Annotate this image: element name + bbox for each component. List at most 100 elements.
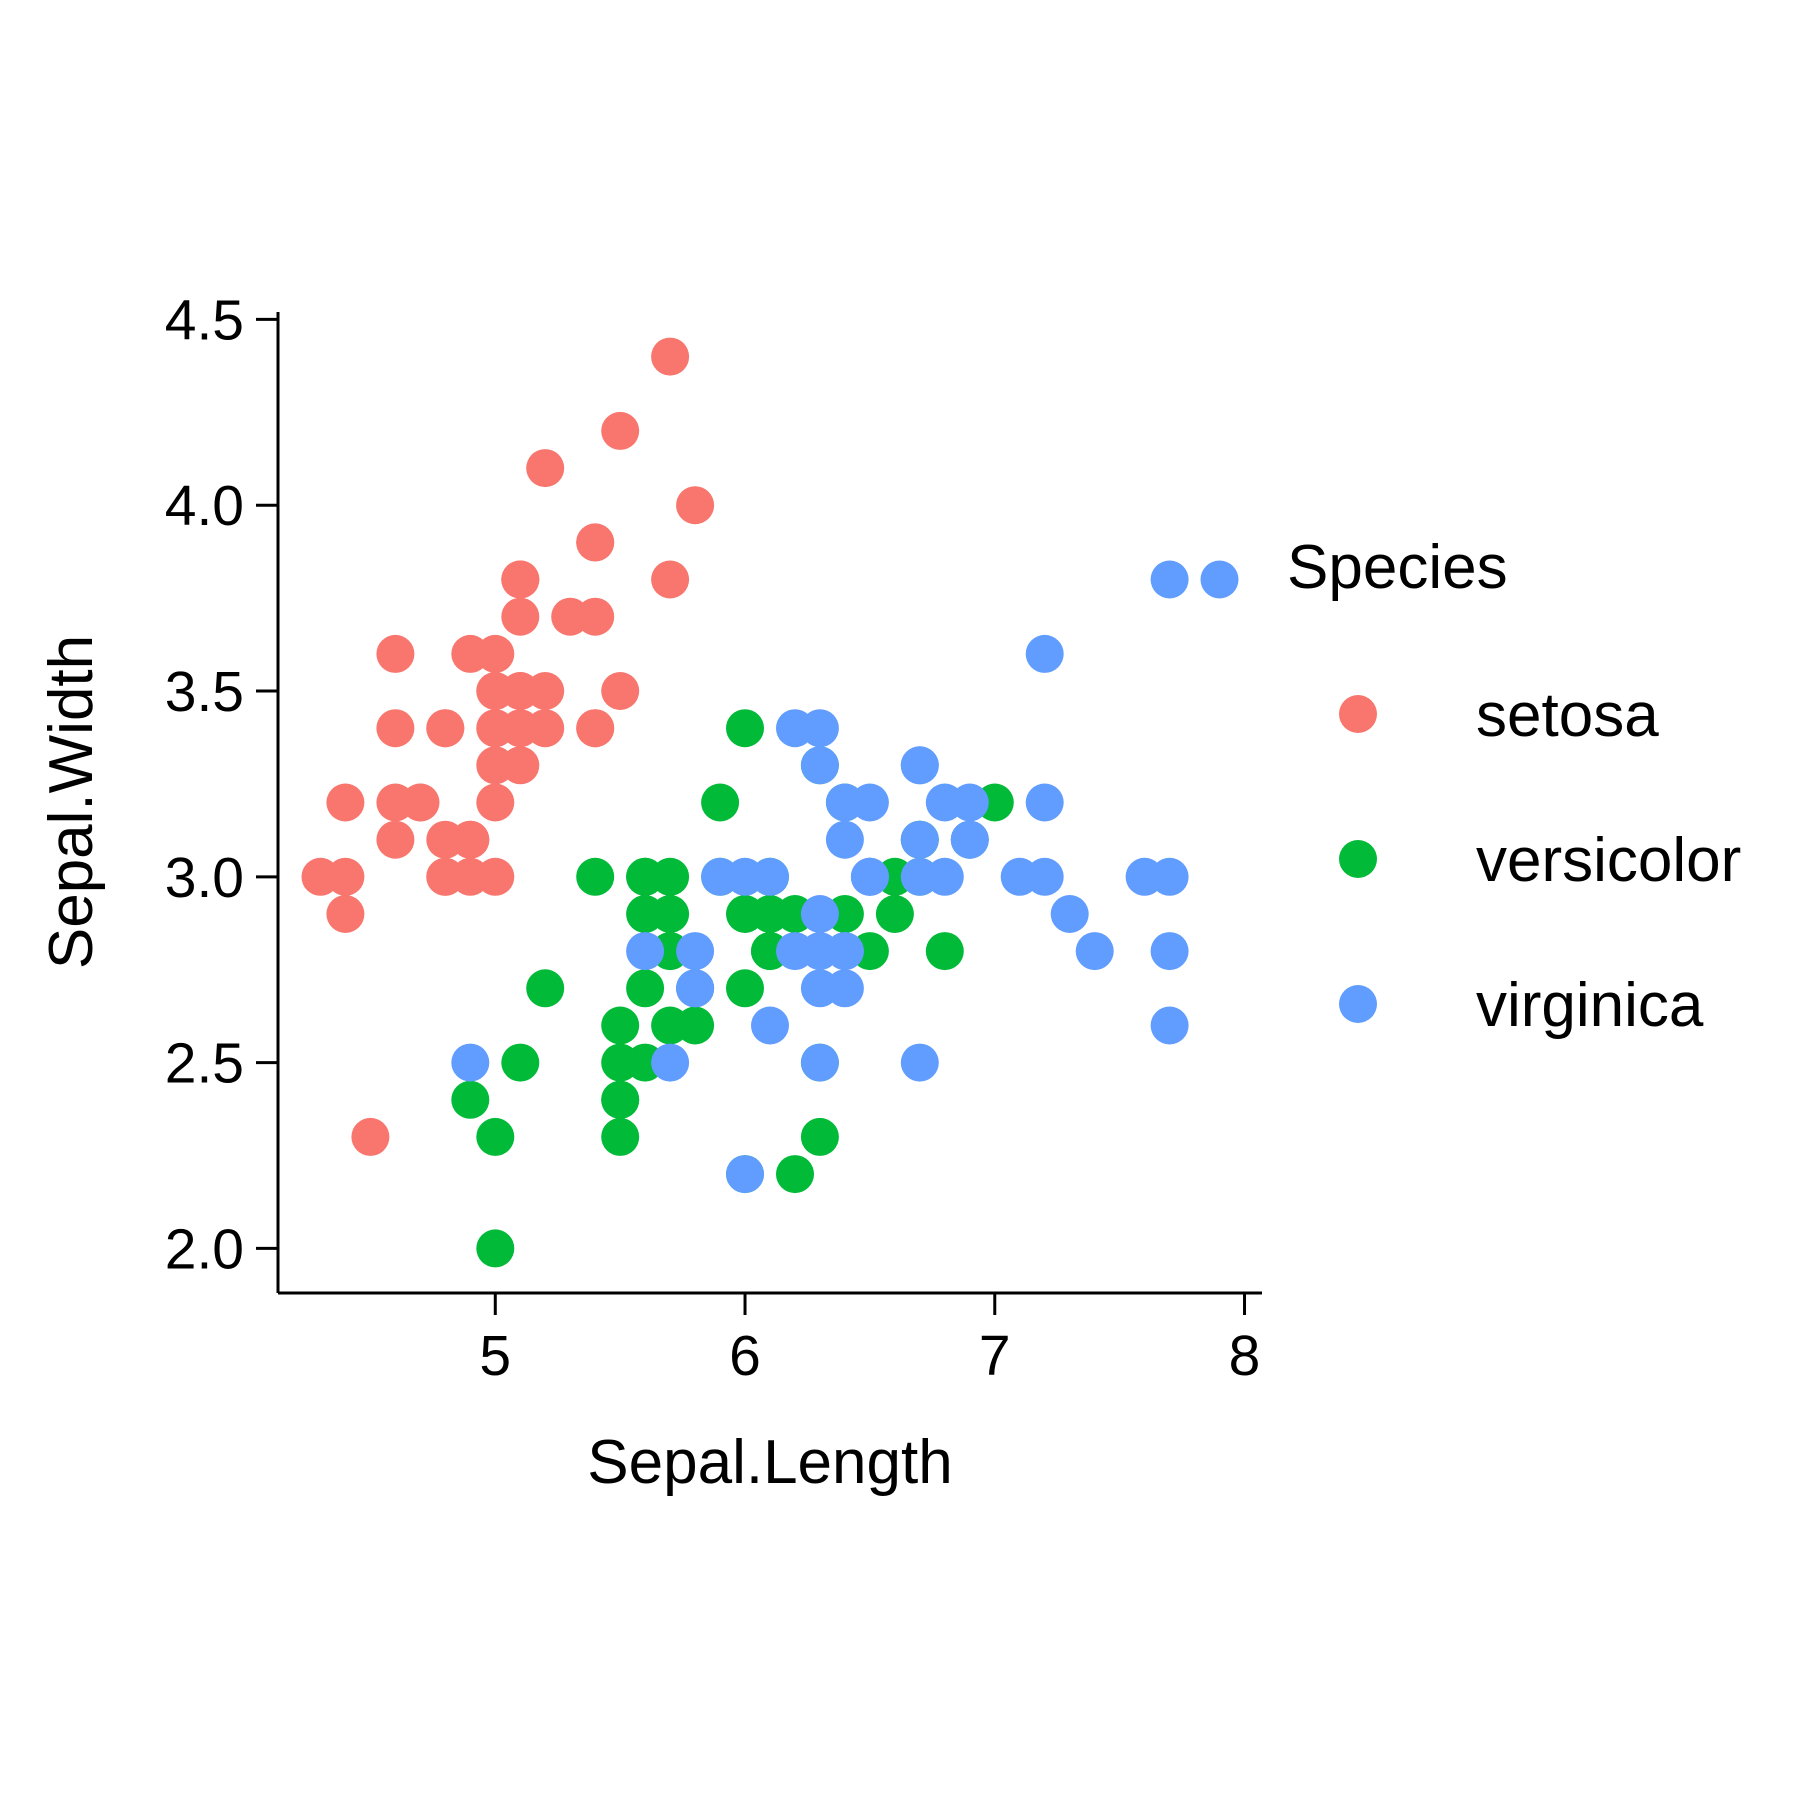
y-tick-label: 2.5 [165, 1032, 244, 1096]
point-setosa-34 [451, 820, 490, 859]
x-tick-label: 7 [979, 1324, 1011, 1388]
point-virginica-49 [701, 857, 740, 896]
point-versicolor-8 [875, 895, 914, 933]
point-virginica-23 [800, 969, 839, 1008]
y-tick-label: 4.5 [165, 288, 244, 352]
point-versicolor-10 [476, 1229, 515, 1268]
point-setosa-41 [351, 1117, 390, 1156]
legend-label-setosa: setosa [1476, 681, 1659, 750]
point-setosa-33 [601, 411, 640, 450]
y-axis-ticks: 2.0 2.5 3.0 3.5 4.0 4.5 [165, 288, 278, 1281]
point-virginica-37 [825, 820, 864, 859]
point-virginica-40 [900, 820, 939, 859]
point-setosa-15 [651, 337, 690, 376]
point-versicolor-18 [776, 1155, 814, 1194]
point-virginica-21 [626, 932, 665, 971]
point-versicolor-7 [451, 1080, 490, 1119]
point-versicolor-35 [726, 709, 764, 748]
point-versicolor-20 [701, 783, 740, 822]
y-tick-label: 3.0 [165, 846, 244, 910]
point-virginica-34 [751, 1006, 789, 1045]
point-virginica-15 [825, 783, 864, 822]
point-setosa-6 [376, 709, 415, 748]
point-virginica-29 [1025, 857, 1064, 896]
legend-label-versicolor: versicolor [1476, 826, 1741, 895]
point-versicolor-48 [501, 1043, 540, 1082]
point-setosa-27 [526, 672, 565, 710]
point-setosa-45 [426, 857, 465, 896]
point-setosa-48 [551, 597, 590, 636]
legend-marker-versicolor [1339, 840, 1377, 878]
point-setosa-22 [376, 634, 415, 673]
point-versicolor-43 [476, 1117, 515, 1156]
point-virginica-45 [900, 857, 939, 896]
point-setosa-46 [501, 560, 540, 599]
point-versicolor-3 [601, 1117, 640, 1156]
point-setosa-39 [501, 709, 540, 748]
legend: Species setosa versicolor virginica [1287, 533, 1741, 1040]
point-virginica-0 [800, 746, 839, 785]
y-tick-label: 2.0 [165, 1217, 244, 1281]
point-setosa-36 [601, 672, 640, 710]
point-setosa-32 [526, 449, 565, 488]
point-virginica-18 [1150, 1006, 1189, 1045]
point-versicolor-33 [726, 969, 764, 1008]
point-virginica-6 [451, 1043, 490, 1082]
point-virginica-41 [950, 820, 989, 859]
point-versicolor-9 [526, 969, 565, 1008]
point-virginica-48 [776, 709, 814, 748]
point-virginica-44 [900, 746, 939, 785]
point-versicolor-44 [626, 969, 665, 1008]
legend-marker-virginica [1339, 985, 1377, 1023]
point-setosa-47 [376, 783, 415, 822]
point-virginica-17 [1150, 560, 1189, 599]
point-virginica-19 [726, 1155, 764, 1194]
point-virginica-30 [1075, 932, 1114, 971]
x-axis-ticks: 5 6 7 8 [479, 1293, 1260, 1388]
legend-item-versicolor: versicolor [1339, 826, 1741, 895]
legend-marker-setosa [1339, 695, 1377, 733]
legend-title: Species [1287, 533, 1508, 602]
point-virginica-46 [800, 1043, 839, 1082]
point-virginica-31 [1200, 560, 1239, 599]
point-versicolor-42 [676, 1006, 715, 1045]
point-versicolor-37 [800, 1117, 839, 1156]
point-virginica-42 [676, 969, 715, 1008]
point-virginica-25 [1025, 783, 1064, 822]
y-axis-title: Sepal.Width [37, 635, 106, 969]
point-setosa-8 [326, 895, 365, 933]
y-tick-label: 3.5 [165, 660, 244, 724]
point-virginica-14 [676, 932, 715, 971]
legend-item-setosa: setosa [1339, 681, 1659, 750]
point-setosa-42 [326, 783, 365, 822]
points-layer [301, 337, 1239, 1268]
point-virginica-9 [1025, 634, 1064, 673]
point-virginica-13 [651, 1043, 690, 1082]
point-setosa-16 [576, 523, 615, 562]
point-versicolor-39 [601, 1043, 640, 1082]
point-setosa-38 [326, 857, 365, 896]
x-axis-title: Sepal.Length [587, 1428, 952, 1497]
point-virginica-43 [925, 783, 964, 822]
point-virginica-33 [800, 932, 839, 971]
point-virginica-35 [1150, 857, 1189, 896]
point-setosa-43 [476, 672, 515, 710]
point-versicolor-45 [651, 857, 690, 896]
point-setosa-31 [576, 709, 615, 748]
point-setosa-35 [476, 783, 515, 822]
point-setosa-14 [676, 486, 715, 525]
legend-item-virginica: virginica [1339, 971, 1704, 1040]
point-setosa-37 [451, 634, 490, 673]
point-versicolor-46 [651, 895, 690, 933]
x-tick-label: 8 [1229, 1324, 1261, 1388]
point-versicolor-31 [601, 1080, 640, 1119]
point-virginica-8 [900, 1043, 939, 1082]
point-versicolor-40 [601, 1006, 640, 1045]
point-setosa-3 [376, 820, 415, 859]
point-setosa-21 [501, 597, 540, 636]
point-virginica-7 [1050, 895, 1089, 933]
point-setosa-18 [651, 560, 690, 599]
point-versicolor-26 [925, 932, 964, 971]
